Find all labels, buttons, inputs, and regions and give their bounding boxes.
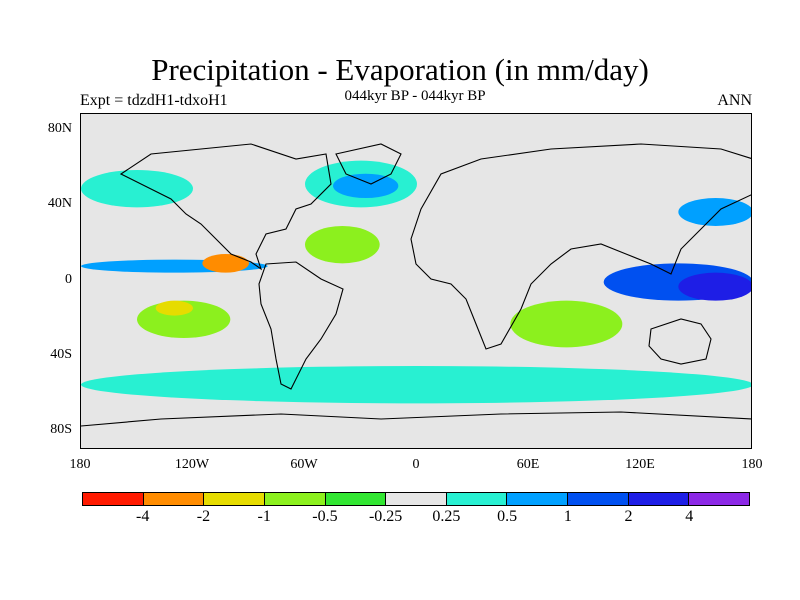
coastline-north-america xyxy=(119,143,332,271)
region-kuroshio xyxy=(678,198,751,226)
colorbar-swatch xyxy=(264,493,326,505)
lat-label: 80S xyxy=(50,422,72,437)
experiment-label: Expt = tdzdH1-tdxoH1 xyxy=(80,92,228,109)
plot-subtitle: 044kyr BP - 044kyr BP xyxy=(344,88,486,104)
lon-label: 60E xyxy=(516,457,540,472)
region-east-pacific-dry xyxy=(202,254,249,273)
region-north-atlantic-core xyxy=(333,173,399,198)
coastline-antarctica xyxy=(81,411,751,427)
coastline-eurasia-africa xyxy=(410,143,751,350)
lat-label: 0 xyxy=(65,272,72,287)
colorbar-label: -0.5 xyxy=(312,508,338,525)
colorbar-swatch xyxy=(628,493,690,505)
lon-label: 120W xyxy=(174,457,210,472)
region-north-pacific-storm-track xyxy=(81,170,193,208)
lat-label: 80N xyxy=(47,121,72,136)
colorbar-swatch xyxy=(143,493,205,505)
region-spcz xyxy=(678,272,751,301)
colorbar-label: -1 xyxy=(257,508,271,525)
pe-field-regions xyxy=(81,160,751,404)
region-south-pacific-core xyxy=(155,300,193,316)
coastline-south-america xyxy=(258,261,344,390)
map-canvas xyxy=(81,143,751,427)
region-southern-ocean xyxy=(81,366,751,404)
map-panel xyxy=(80,113,752,449)
colorbar-label: 0.25 xyxy=(432,508,461,525)
region-south-indian-subtropics xyxy=(510,300,623,348)
colorbar-swatch xyxy=(507,493,569,505)
colorbar-label: -2 xyxy=(196,508,211,525)
colorbar-label: 2 xyxy=(624,508,633,525)
colorbar-swatch xyxy=(568,493,629,505)
colorbar-swatch xyxy=(386,493,447,505)
lon-label: 180 xyxy=(741,457,763,472)
lon-label: 120E xyxy=(625,457,655,472)
region-north-atlantic-subtropics xyxy=(305,226,380,264)
lon-label: 180 xyxy=(69,457,91,472)
coastline-australia xyxy=(648,318,712,365)
colorbar-swatch xyxy=(689,493,750,505)
coastlines xyxy=(81,143,751,427)
colorbar-swatch xyxy=(204,493,265,505)
lat-label: 40S xyxy=(50,347,72,362)
lon-label: 0 xyxy=(412,457,420,472)
colorbar-label: -0.25 xyxy=(368,508,403,525)
season-label: ANN xyxy=(717,92,752,109)
colorbar-swatch xyxy=(325,493,387,505)
colorbar-label: 0.5 xyxy=(497,508,518,525)
colorbar-label: 4 xyxy=(685,508,694,525)
colorbar-label: -4 xyxy=(136,508,150,525)
colorbar-swatch xyxy=(446,493,508,505)
lon-label: 60W xyxy=(290,457,318,472)
lat-label: 40N xyxy=(47,196,72,211)
colorbar-label: 1 xyxy=(563,508,572,525)
colorbar xyxy=(82,492,750,506)
plot-title: Precipitation - Evaporation (in mm/day) xyxy=(151,52,649,87)
coastline-greenland xyxy=(335,143,402,185)
colorbar-swatch xyxy=(83,493,144,505)
